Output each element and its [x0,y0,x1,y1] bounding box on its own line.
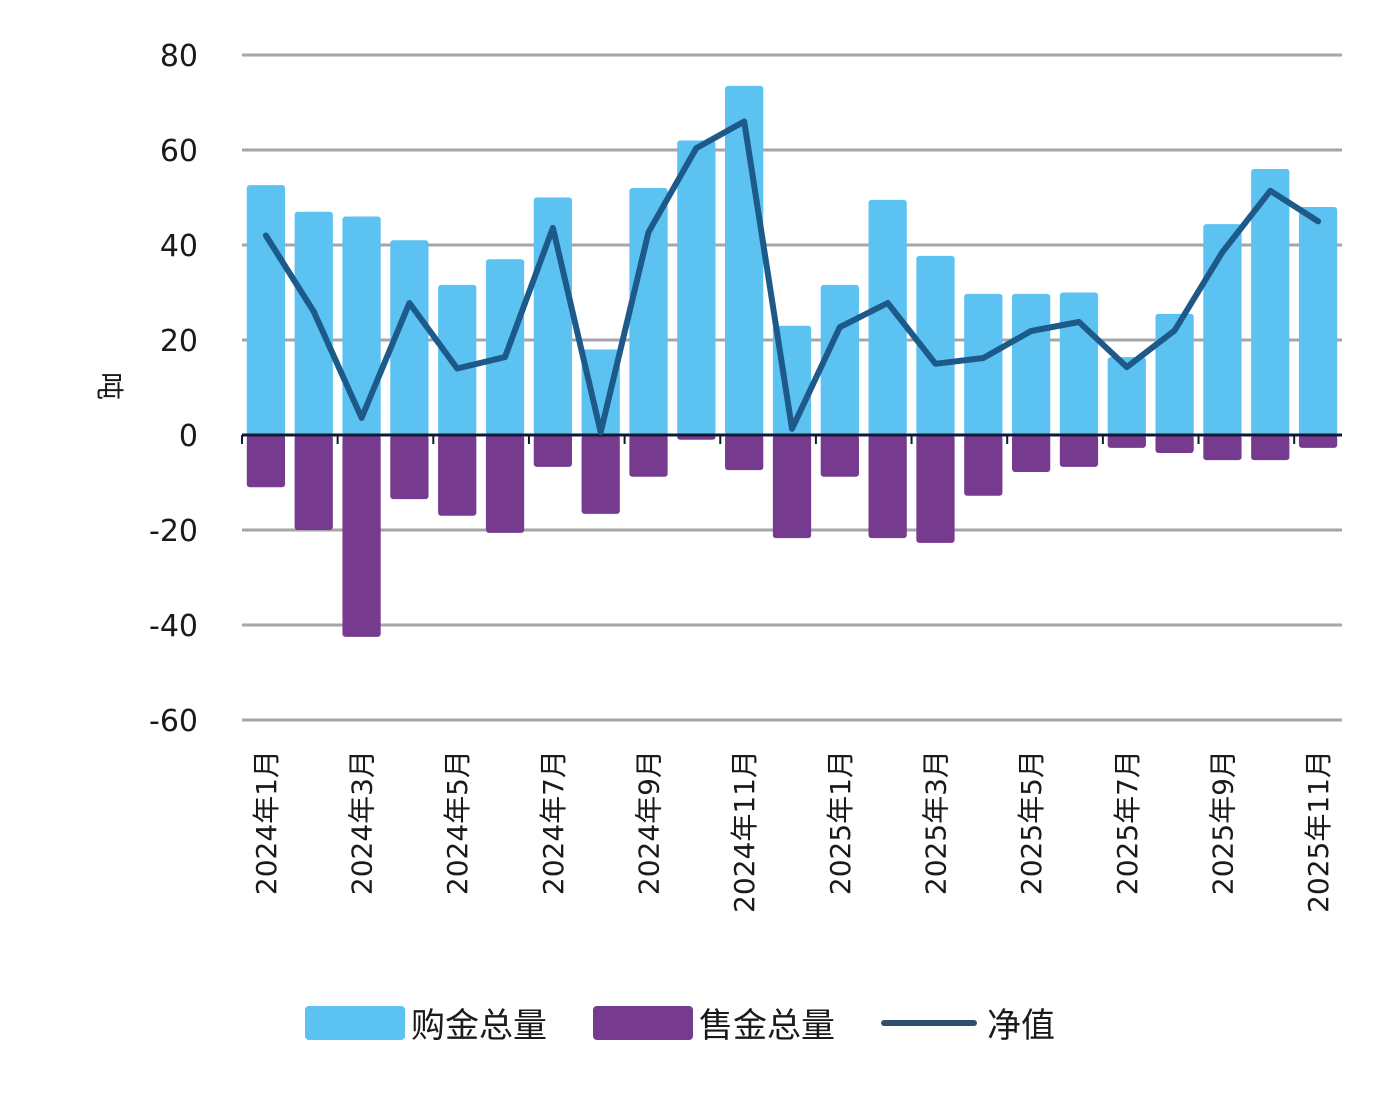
y-tick-label: 20 [160,324,198,359]
x-tick-label: 2025年7月 [1111,750,1144,895]
x-tick-label: 2024年1月 [250,750,283,895]
legend-item-purchase: 购金总量 [305,998,547,1047]
bar-purchase [964,293,1003,435]
bar-sale [533,435,572,467]
y-tick-label: 0 [179,419,198,454]
bar-sale [1012,435,1051,473]
bar-sale [246,435,286,488]
bar-sale [438,435,477,516]
legend-label-net: 净值 [987,1006,1055,1046]
x-tick-label: 2024年3月 [346,750,379,895]
bar-sale [390,435,429,500]
bar-purchase [1203,224,1242,435]
bar-sale [1298,435,1338,448]
x-tick-label: 2025年1月 [824,750,857,895]
bar-sale [964,435,1003,496]
bar-purchase [1155,313,1194,435]
bar-purchase [1059,292,1099,435]
bar-purchase [1298,207,1338,435]
series-purchase-bars [246,85,1338,435]
legend-swatch-sale [593,1005,693,1040]
bar-sale [725,435,764,471]
bar-purchase [342,216,381,435]
x-tick-label: 2025年11月 [1302,750,1335,913]
bar-purchase [1107,357,1146,435]
legend: 购金总量 售金总量 净值 [305,998,1101,1047]
bar-sale [1107,435,1146,448]
bar-sale [1251,435,1290,461]
y-tick-label: -60 [149,704,198,739]
y-tick-label: -40 [149,609,198,644]
bar-purchase [677,140,716,435]
y-axis-label: 吨 [93,372,126,400]
bar-purchase [1251,169,1290,435]
series-net-line [262,118,1322,436]
bar-purchase [916,255,955,435]
x-tick-label: 2024年11月 [728,750,761,913]
x-tick-label: 2024年9月 [633,750,666,895]
bar-purchase [390,240,429,435]
bar-sale [581,435,620,514]
bar-sale [916,435,955,543]
bar-purchase [629,188,668,435]
x-tick-label: 2025年9月 [1206,750,1239,895]
y-tick-label: 60 [160,134,198,169]
series-sale-bars [246,435,1338,637]
legend-label-sale: 售金总量 [699,1006,835,1046]
y-tick-label: 80 [160,39,198,74]
x-tick-label: 2024年7月 [537,750,570,895]
legend-item-net: 净值 [881,998,1055,1047]
bar-sale [294,435,333,530]
legend-label-purchase: 购金总量 [411,1006,547,1046]
x-axis [241,433,1342,444]
bar-sale [820,435,859,477]
bar-sale [1155,435,1194,454]
bar-purchase [581,349,620,435]
bar-sale [342,435,381,637]
y-tick-label: 40 [160,229,198,264]
x-tick-label: 2025年5月 [1015,750,1048,895]
y-axis-ticks: 80 60 40 20 0 -20 -40 -60 [149,39,198,739]
bar-purchase [438,284,477,435]
bar-sale [868,435,907,539]
y-tick-label: -20 [149,514,198,549]
x-tick-label: 2025年3月 [919,750,952,895]
legend-swatch-purchase [305,1005,405,1040]
bar-purchase [1012,293,1051,435]
bar-purchase [294,211,333,435]
bar-purchase [246,185,286,435]
legend-item-sale: 售金总量 [593,998,835,1047]
x-axis-ticks: 2024年1月 2024年3月 2024年5月 2024年7月 2024年9月 2024年… [250,750,1335,913]
x-tick-label: 2024年5月 [441,750,474,895]
bar-sale [485,435,525,533]
legend-swatch-net [881,1019,977,1026]
bar-purchase [485,259,525,435]
bar-sale [1203,435,1242,461]
bar-purchase [868,199,907,435]
bar-sale [629,435,668,477]
bar-sale [1059,435,1099,467]
bar-sale [772,435,812,539]
